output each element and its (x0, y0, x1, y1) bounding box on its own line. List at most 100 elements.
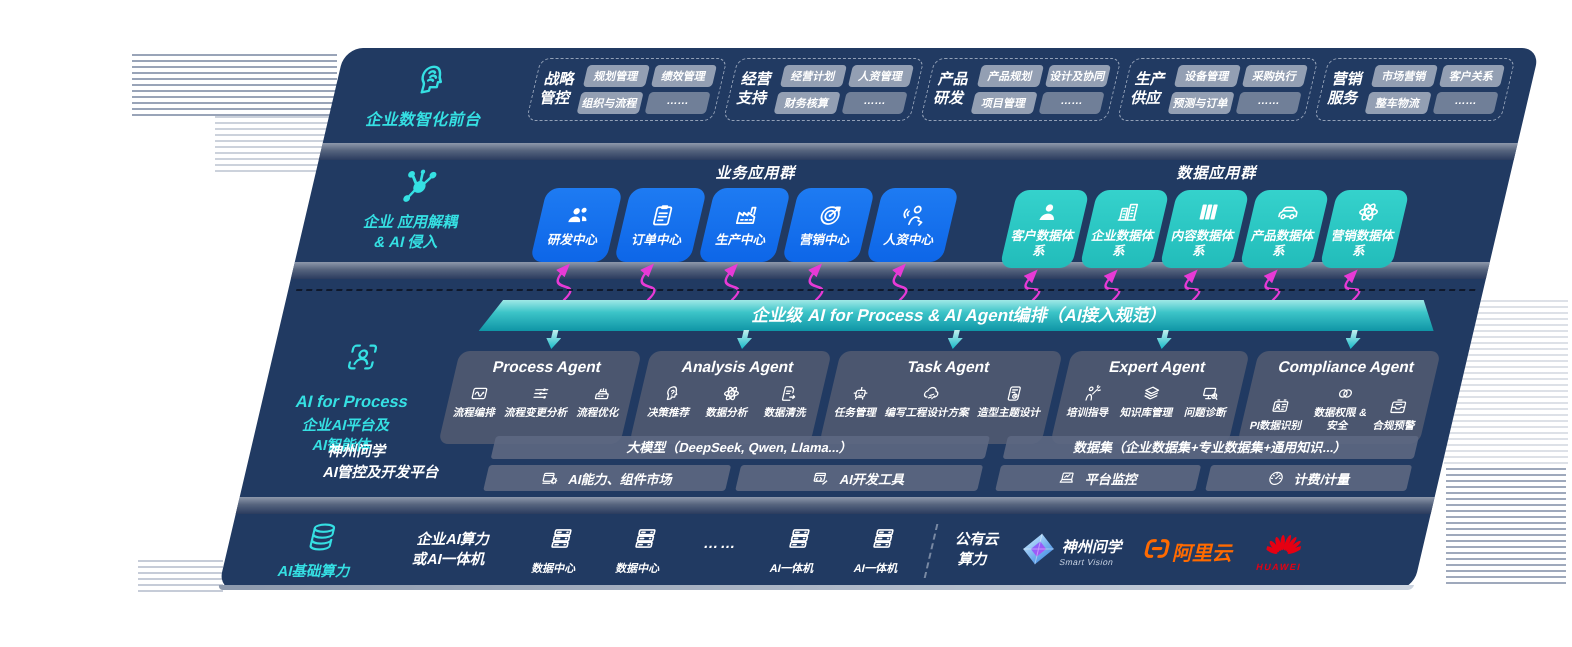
agent-item: 问题诊断 (1183, 384, 1233, 420)
agent-card-wrap: Compliance Agent PI数据识别 数据权限 & 安全 合规预警 (1237, 330, 1445, 444)
robot-icon (853, 386, 868, 400)
agent-item-label: 知识库管理 (1118, 407, 1175, 419)
app-tile: 营销中心 (781, 188, 876, 262)
business-group-header: 业务应用群 (714, 165, 799, 182)
decision-head-icon (666, 386, 678, 401)
decor-stripes-top-left (132, 54, 337, 116)
agent-card: Analysis Agent 决策推荐 数据分析 数据清洗 (628, 351, 833, 444)
id-card-icon (1272, 398, 1289, 412)
clipboard-icon (653, 205, 673, 226)
smart-vision-sub: Smart Vision (1058, 556, 1115, 567)
agent-item-label: 决策推荐 (646, 407, 692, 419)
person-scan-icon (347, 344, 378, 370)
front-desk-pill: 产品规划 (976, 65, 1044, 87)
agent-item-label: PI数据识别 (1248, 419, 1304, 432)
agent-item-label: 编写工程设计方案 (883, 407, 971, 419)
compute-nodes: 数据中心 数据中心 …… AI一体机 AI一体机 (515, 526, 923, 576)
app-tile-label: 企业数据体系 (1090, 228, 1156, 258)
app-tile: 人资中心 (865, 188, 960, 262)
compute-node: AI一体机 (837, 526, 923, 576)
ai-compute-label: AI基础算力 (275, 564, 353, 580)
monitor-icon (1059, 472, 1074, 483)
agent-item: 数据清洗 (763, 384, 813, 420)
agent-card-wrap: Process Agent 流程编排 流程变更分析 流程优化 (438, 330, 646, 444)
aliyun-name: 阿里云 (1170, 542, 1237, 565)
brain-head-icon (420, 65, 443, 94)
agent-item-label: 造型主题设计 (976, 407, 1043, 419)
architecture-slab: 企业数智化前台 战略管控 规划管理 绩效管理 组织与流程…… 经营支持 经营计划 人资管理财… (217, 48, 1541, 590)
agent-item: 培训指导 (1065, 384, 1115, 420)
front-desk-pill: 市场营销 (1370, 65, 1438, 87)
agent-items: 流程编排 流程变更分析 流程优化 (449, 384, 629, 420)
smart-vision-diamond-icon (1023, 533, 1055, 564)
front-desk-pill: 客户关系 (1438, 65, 1506, 87)
data-group-header: 数据应用群 (1175, 165, 1260, 182)
agent-item-label: 合规预警 (1371, 419, 1417, 432)
huawei-logo: HUAWEI (1255, 531, 1310, 572)
platform-tool: 平台监控 (994, 465, 1202, 491)
front-desk-pill: 整车物流 (1364, 92, 1432, 114)
design-board-icon (1008, 386, 1022, 401)
front-desk-pill: 经营计划 (779, 65, 847, 87)
agent-cards-row: Process Agent 流程编排 流程变更分析 流程优化 Analysis Agen… (438, 330, 1446, 444)
front-desk-group: 营销服务 市场营销 客户关系 整车物流…… (1313, 58, 1516, 121)
inbox-alert-icon (1390, 398, 1407, 413)
app-tile-label: 客户数据体系 (1010, 228, 1076, 258)
down-arrow-icon (544, 330, 563, 349)
agent-item-label: 任务管理 (833, 407, 879, 419)
app-tile: 生产中心 (697, 188, 792, 262)
front-desk-pill: 设备管理 (1173, 65, 1241, 87)
agent-item: 编写工程设计方案 (884, 384, 976, 420)
atom-icon (724, 386, 740, 401)
server-icon (788, 529, 810, 548)
aliyun-logo: 阿里云 (1140, 536, 1237, 567)
front-desk-pills: 规划管理 绩效管理 组织与流程…… (576, 65, 718, 114)
app-tile: 研发中心 (529, 188, 624, 262)
cloud-divider (923, 524, 939, 578)
building-icon (1117, 203, 1139, 221)
team-icon (568, 207, 587, 223)
components-icon (542, 472, 558, 485)
front-desk-pills: 市场营销 客户关系 整车物流…… (1364, 65, 1506, 114)
atom-icon (1359, 202, 1379, 221)
front-desk-pills: 设备管理 采购执行 预测与订单…… (1167, 65, 1309, 114)
agent-item-label: 数据分析 (704, 407, 750, 419)
agent-item: 任务管理 (833, 384, 883, 420)
agent-items: 决策推荐 数据分析 数据清洗 (640, 384, 820, 420)
ai-platform-label-block: AI for Process 企业AI平台及 AI智能体 (259, 340, 446, 457)
front-desk-pill: …… (841, 92, 908, 114)
server-icon (872, 529, 894, 548)
platform-tool: 计费/计量 (1205, 465, 1413, 491)
app-tile-label: 营销数据体系 (1330, 228, 1396, 258)
diagnose-icon (1202, 387, 1217, 400)
agent-title: Process Agent (490, 359, 603, 376)
app-tile: 内容数据体系 (1159, 190, 1250, 268)
app-tile-label: 产品数据体系 (1250, 228, 1316, 258)
compute-node: AI一体机 (753, 526, 839, 576)
agent-item: 流程编排 (452, 384, 502, 420)
smart-vision-logo: 神州问学 Smart Vision (1016, 532, 1126, 571)
agent-item-label: 数据清洗 (762, 407, 808, 419)
front-desk-group-title: 战略管控 (538, 70, 577, 107)
agent-item-label: 培训指导 (1065, 407, 1111, 419)
decor-stripes-left (215, 116, 331, 174)
ellipsis-label: …… (701, 534, 740, 552)
ai-platform-label-en: AI for Process (293, 393, 411, 411)
ai-compute-label-block: AI基础算力 (262, 521, 376, 581)
ai-bus-banner: 企业级 AI for Process & AI Agent编排（AI接入规范） (479, 300, 1441, 331)
agent-item-label: 流程优化 (575, 407, 621, 419)
front-desk-label-block: 企业数智化前台 (336, 62, 524, 130)
front-desk-pill: 绩效管理 (650, 65, 718, 87)
molecule-icon (403, 169, 437, 202)
agent-item: 流程变更分析 (503, 384, 574, 420)
front-desk-pill: 规划管理 (582, 65, 650, 87)
app-tile: 客户数据体系 (999, 190, 1090, 268)
smart-vision-name: 神州问学 (1060, 538, 1125, 556)
server-icon (634, 529, 656, 548)
agent-item-label: 流程变更分析 (503, 407, 570, 419)
layer-divider-shelf (318, 143, 1518, 160)
decor-stripes-right-lower (1446, 468, 1566, 588)
down-arrow-icon (1343, 330, 1362, 349)
agent-card: Task Agent 任务管理 编写工程设计方案 造型主题设计 (819, 351, 1064, 444)
agent-items: PI数据识别 数据权限 & 安全 合规预警 (1245, 384, 1428, 432)
